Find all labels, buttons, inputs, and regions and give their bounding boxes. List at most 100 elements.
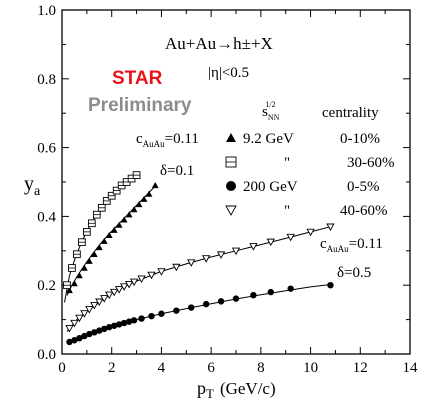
data-point-s2 [106, 323, 113, 331]
annotation-c-high-value: =0.11 [349, 236, 383, 252]
data-point-s2 [111, 322, 118, 329]
data-point-s0 [110, 226, 118, 233]
data-point-s3 [157, 268, 166, 276]
fit-curve-0 [66, 184, 157, 296]
data-point-s0 [140, 195, 148, 202]
legend-centrality-0: 0-10% [340, 131, 380, 147]
data-point-s0 [125, 211, 133, 218]
data-point-s2 [81, 332, 88, 340]
x-tick-label: 8 [257, 360, 265, 376]
annotation-c-low-value: =0.11 [165, 131, 199, 147]
data-point-s1 [112, 186, 121, 195]
data-point-s2 [91, 329, 98, 336]
x-axis-label-main: p [197, 378, 206, 398]
y-axis-label-sub: a [34, 184, 41, 199]
data-point-s2 [250, 291, 257, 299]
data-point-s1 [68, 264, 76, 272]
annotation-delta-high: δ=0.5 [337, 265, 371, 281]
data-point-s0 [135, 200, 143, 208]
data-point-s0 [80, 264, 88, 271]
data-point-s0 [95, 243, 103, 251]
data-point-s0 [90, 250, 98, 257]
y-tick-label: 0.6 [37, 141, 56, 157]
data-point-s3 [249, 243, 258, 251]
data-point-s2 [96, 327, 103, 334]
legend-centrality-2: 0-5% [347, 179, 380, 195]
preliminary-label: Preliminary [88, 95, 192, 116]
data-point-s3 [110, 288, 119, 297]
data-point-s1 [102, 197, 111, 205]
data-point-s3 [137, 275, 146, 283]
annotation-delta-low: δ=0.1 [160, 163, 194, 179]
data-point-s3 [65, 325, 74, 333]
legend-header-sqrt: sNN 1/2 [262, 100, 280, 122]
data-point-s3 [95, 298, 104, 307]
data-point-s3 [216, 251, 226, 259]
data-point-s0 [130, 206, 138, 213]
x-tick-label: 2 [108, 360, 116, 376]
legend-marker-3 [225, 205, 237, 216]
data-point-s3 [90, 301, 99, 310]
x-tick-label: 12 [353, 360, 368, 376]
annotation-c-low: cAuAu=0.11 [136, 131, 199, 149]
legend-header-sup: 1/2 [265, 100, 275, 109]
data-point-s0 [151, 182, 159, 189]
data-point-s0 [105, 231, 113, 239]
legend: 9.2 GeV 0-10% " 30-60% 200 GeV 0-5% " 40… [225, 131, 395, 219]
data-point-s3 [326, 223, 335, 232]
data-point-s3 [286, 233, 295, 242]
axis-ticks [61, 9, 411, 355]
data-point-s1 [97, 203, 106, 212]
data-point-s1 [63, 281, 71, 290]
tick-labels: 0 2 4 6 8 10 12 14 0.0 0.2 0.4 0.6 0.8 1.0 [37, 3, 418, 376]
data-point-s2 [158, 310, 165, 317]
y-tick-label: 0.2 [37, 278, 56, 294]
data-markers [63, 171, 335, 346]
data-point-s2 [202, 300, 210, 308]
data-point-s3 [129, 278, 139, 287]
data-point-s3 [306, 228, 315, 237]
data-point-s2 [287, 285, 294, 292]
star-label: STAR [112, 68, 163, 89]
legend-energy-1: " [284, 155, 290, 171]
data-point-s2 [71, 337, 78, 344]
legend-header-sub: NN [268, 113, 280, 122]
x-axis-label-unit: (GeV/c) [220, 379, 276, 398]
data-point-s0 [76, 272, 83, 279]
data-point-s2 [148, 312, 155, 320]
data-point-s1 [78, 238, 86, 247]
x-tick-label: 0 [58, 360, 66, 376]
annotation-c-low-sub: AuAu [143, 139, 165, 149]
x-tick-label: 4 [158, 360, 166, 376]
y-tick-label: 0.0 [37, 347, 56, 363]
data-point-s2 [125, 318, 133, 325]
y-tick-label: 0.4 [37, 209, 56, 225]
data-point-s1 [132, 171, 141, 179]
chart-title: Au+Au→h±+X [165, 34, 273, 53]
legend-energy-0: 9.2 GeV [243, 131, 294, 147]
data-point-s2 [76, 334, 83, 342]
x-tick-label: 10 [303, 360, 318, 376]
data-point-s2 [217, 298, 225, 305]
data-point-s2 [101, 325, 108, 333]
annotation-c-high: cAuAu=0.11 [320, 236, 383, 254]
y-tick-label: 1.0 [37, 3, 56, 19]
chart-subtitle: |η|<0.5 [208, 65, 249, 81]
legend-centrality-3: 40-60% [340, 203, 388, 219]
x-tick-label: 6 [207, 360, 215, 376]
data-point-s3 [80, 310, 89, 318]
data-point-s2 [327, 282, 334, 289]
data-point-s3 [105, 291, 114, 300]
data-point-s0 [71, 280, 78, 287]
data-point-s3 [147, 271, 156, 280]
data-point-s3 [85, 306, 94, 314]
data-point-s3 [266, 238, 275, 247]
data-point-s2 [66, 338, 73, 346]
data-point-s0 [120, 216, 128, 223]
y-tick-label: 0.8 [37, 72, 56, 88]
annotation-c-high-sub: AuAu [327, 244, 349, 254]
y-axis-label-main: y [24, 173, 34, 195]
data-point-s0 [100, 237, 108, 244]
data-point-s1 [92, 210, 101, 219]
x-tick-label: 14 [403, 360, 419, 376]
